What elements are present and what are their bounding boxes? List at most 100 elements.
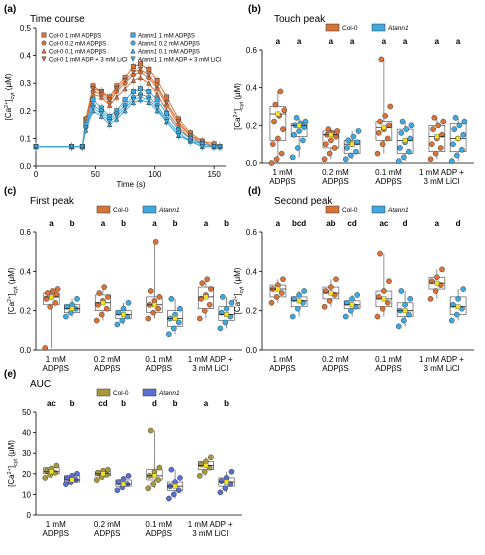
x-tick-label: 3 mM LiCl <box>192 364 228 373</box>
data-point <box>218 478 225 484</box>
x-tick-label: 1 mM <box>46 355 66 364</box>
mean-marker <box>172 316 178 321</box>
data-point <box>376 294 382 300</box>
y-tick-label: 50 <box>22 408 31 417</box>
box-atann1: b <box>217 219 235 332</box>
marker-triangle-down <box>175 133 182 139</box>
y-axis-label-part: cyt <box>239 286 245 294</box>
mean-marker <box>381 296 387 302</box>
marker-triangle-up <box>137 74 144 81</box>
y-tick-label: 0.4 <box>246 267 258 276</box>
marker-triangle-down <box>154 83 160 89</box>
box-col-0: a <box>93 219 111 324</box>
x-tick-label: 1 mM ADP + <box>419 168 464 177</box>
significance-letter: d <box>152 399 157 408</box>
x-tick-label: 3 mM LiCl <box>192 529 228 538</box>
x-tick-label: ADPβS <box>146 529 172 538</box>
data-point <box>386 122 392 129</box>
data-point <box>53 462 60 469</box>
y-tick-label: 0.6 <box>246 46 258 55</box>
significance-letter: a <box>297 37 302 46</box>
data-point <box>54 286 61 292</box>
x-tick-label: 1 mM <box>273 355 293 364</box>
y-axis-label-part: 2+ <box>233 111 239 117</box>
mean-marker <box>349 302 355 308</box>
marker-triangle-down <box>114 86 120 92</box>
box-atann1: bcd <box>289 219 308 320</box>
x-tick-label: ADPβS <box>375 177 401 186</box>
data-point <box>296 128 302 134</box>
marker-circle <box>41 40 47 46</box>
marker-triangle-down <box>164 119 170 125</box>
legend-label: Atann1 <box>387 207 409 214</box>
box-atann1: b <box>63 219 81 320</box>
data-point <box>198 461 204 468</box>
data-point <box>325 126 332 132</box>
data-point <box>406 148 412 155</box>
significance-letter: a <box>435 37 440 46</box>
mean-marker <box>296 298 302 304</box>
marker-triangle-up <box>41 48 47 54</box>
significance-letter: a <box>329 37 334 46</box>
mean-marker <box>69 477 75 483</box>
mean-marker <box>152 302 157 308</box>
panel-label: (b) <box>248 4 261 15</box>
x-tick-label: 1 mM <box>46 520 66 529</box>
data-point <box>434 274 440 281</box>
marker-triangle-up <box>114 94 120 100</box>
x-tick-label: ADPβS <box>269 364 295 373</box>
legend-label: Atann1 0.1 mM ADPβS <box>137 50 200 56</box>
data-point <box>101 284 107 290</box>
data-point <box>406 311 412 318</box>
data-point <box>44 290 51 296</box>
box-col-0: ac <box>42 399 60 481</box>
y-tick-label: 0.0 <box>20 346 32 355</box>
data-point <box>448 158 455 164</box>
data-point <box>348 152 354 159</box>
mean-marker <box>100 471 106 477</box>
data-point <box>119 317 126 324</box>
box-atann1: cd <box>342 219 361 320</box>
data-point <box>120 476 127 482</box>
data-point <box>296 292 302 298</box>
data-point <box>387 103 394 110</box>
data-point <box>354 139 360 146</box>
data-point <box>42 475 49 481</box>
box-col-0: a <box>196 219 214 322</box>
box-col-0: a <box>145 219 163 322</box>
x-tick-label: 0.2 mM <box>94 520 121 529</box>
data-point <box>196 473 203 479</box>
marker-triangle-down <box>164 100 170 106</box>
data-point <box>302 118 309 125</box>
data-point <box>152 239 159 245</box>
data-point <box>440 118 447 125</box>
panel-title: Time course <box>30 14 85 25</box>
data-point <box>63 481 69 487</box>
mean-marker <box>121 481 126 487</box>
data-point <box>333 276 339 283</box>
marker-triangle-up <box>98 94 104 100</box>
mean-marker <box>328 132 334 138</box>
marker-triangle-down <box>122 105 128 111</box>
data-point <box>222 319 229 326</box>
data-point <box>326 298 333 304</box>
panel-label: (d) <box>248 186 261 197</box>
x-tick-label: ADPβS <box>269 177 295 186</box>
mean-marker <box>224 479 229 485</box>
data-point <box>155 305 161 312</box>
marker-square <box>41 32 47 38</box>
marker-triangle-down <box>199 144 205 150</box>
data-point <box>381 288 387 294</box>
legend-label-rest: 0.1 mM ADPβS <box>157 50 200 56</box>
marker-triangle-up <box>146 80 152 86</box>
mean-marker <box>402 137 408 143</box>
panel-d: (d) Second peak Col-0 Atann1 0.0 0.2 0.4 0.6 [Ca… <box>233 186 474 373</box>
x-tick-label: 3 mM LiCl <box>423 177 459 186</box>
significance-letter: bcd <box>292 219 306 228</box>
marker-triangle-down <box>211 144 217 150</box>
data-point <box>345 137 352 144</box>
significance-letter: a <box>204 219 209 228</box>
data-point <box>331 145 338 151</box>
y-tick-label: 0.5 <box>20 24 32 33</box>
